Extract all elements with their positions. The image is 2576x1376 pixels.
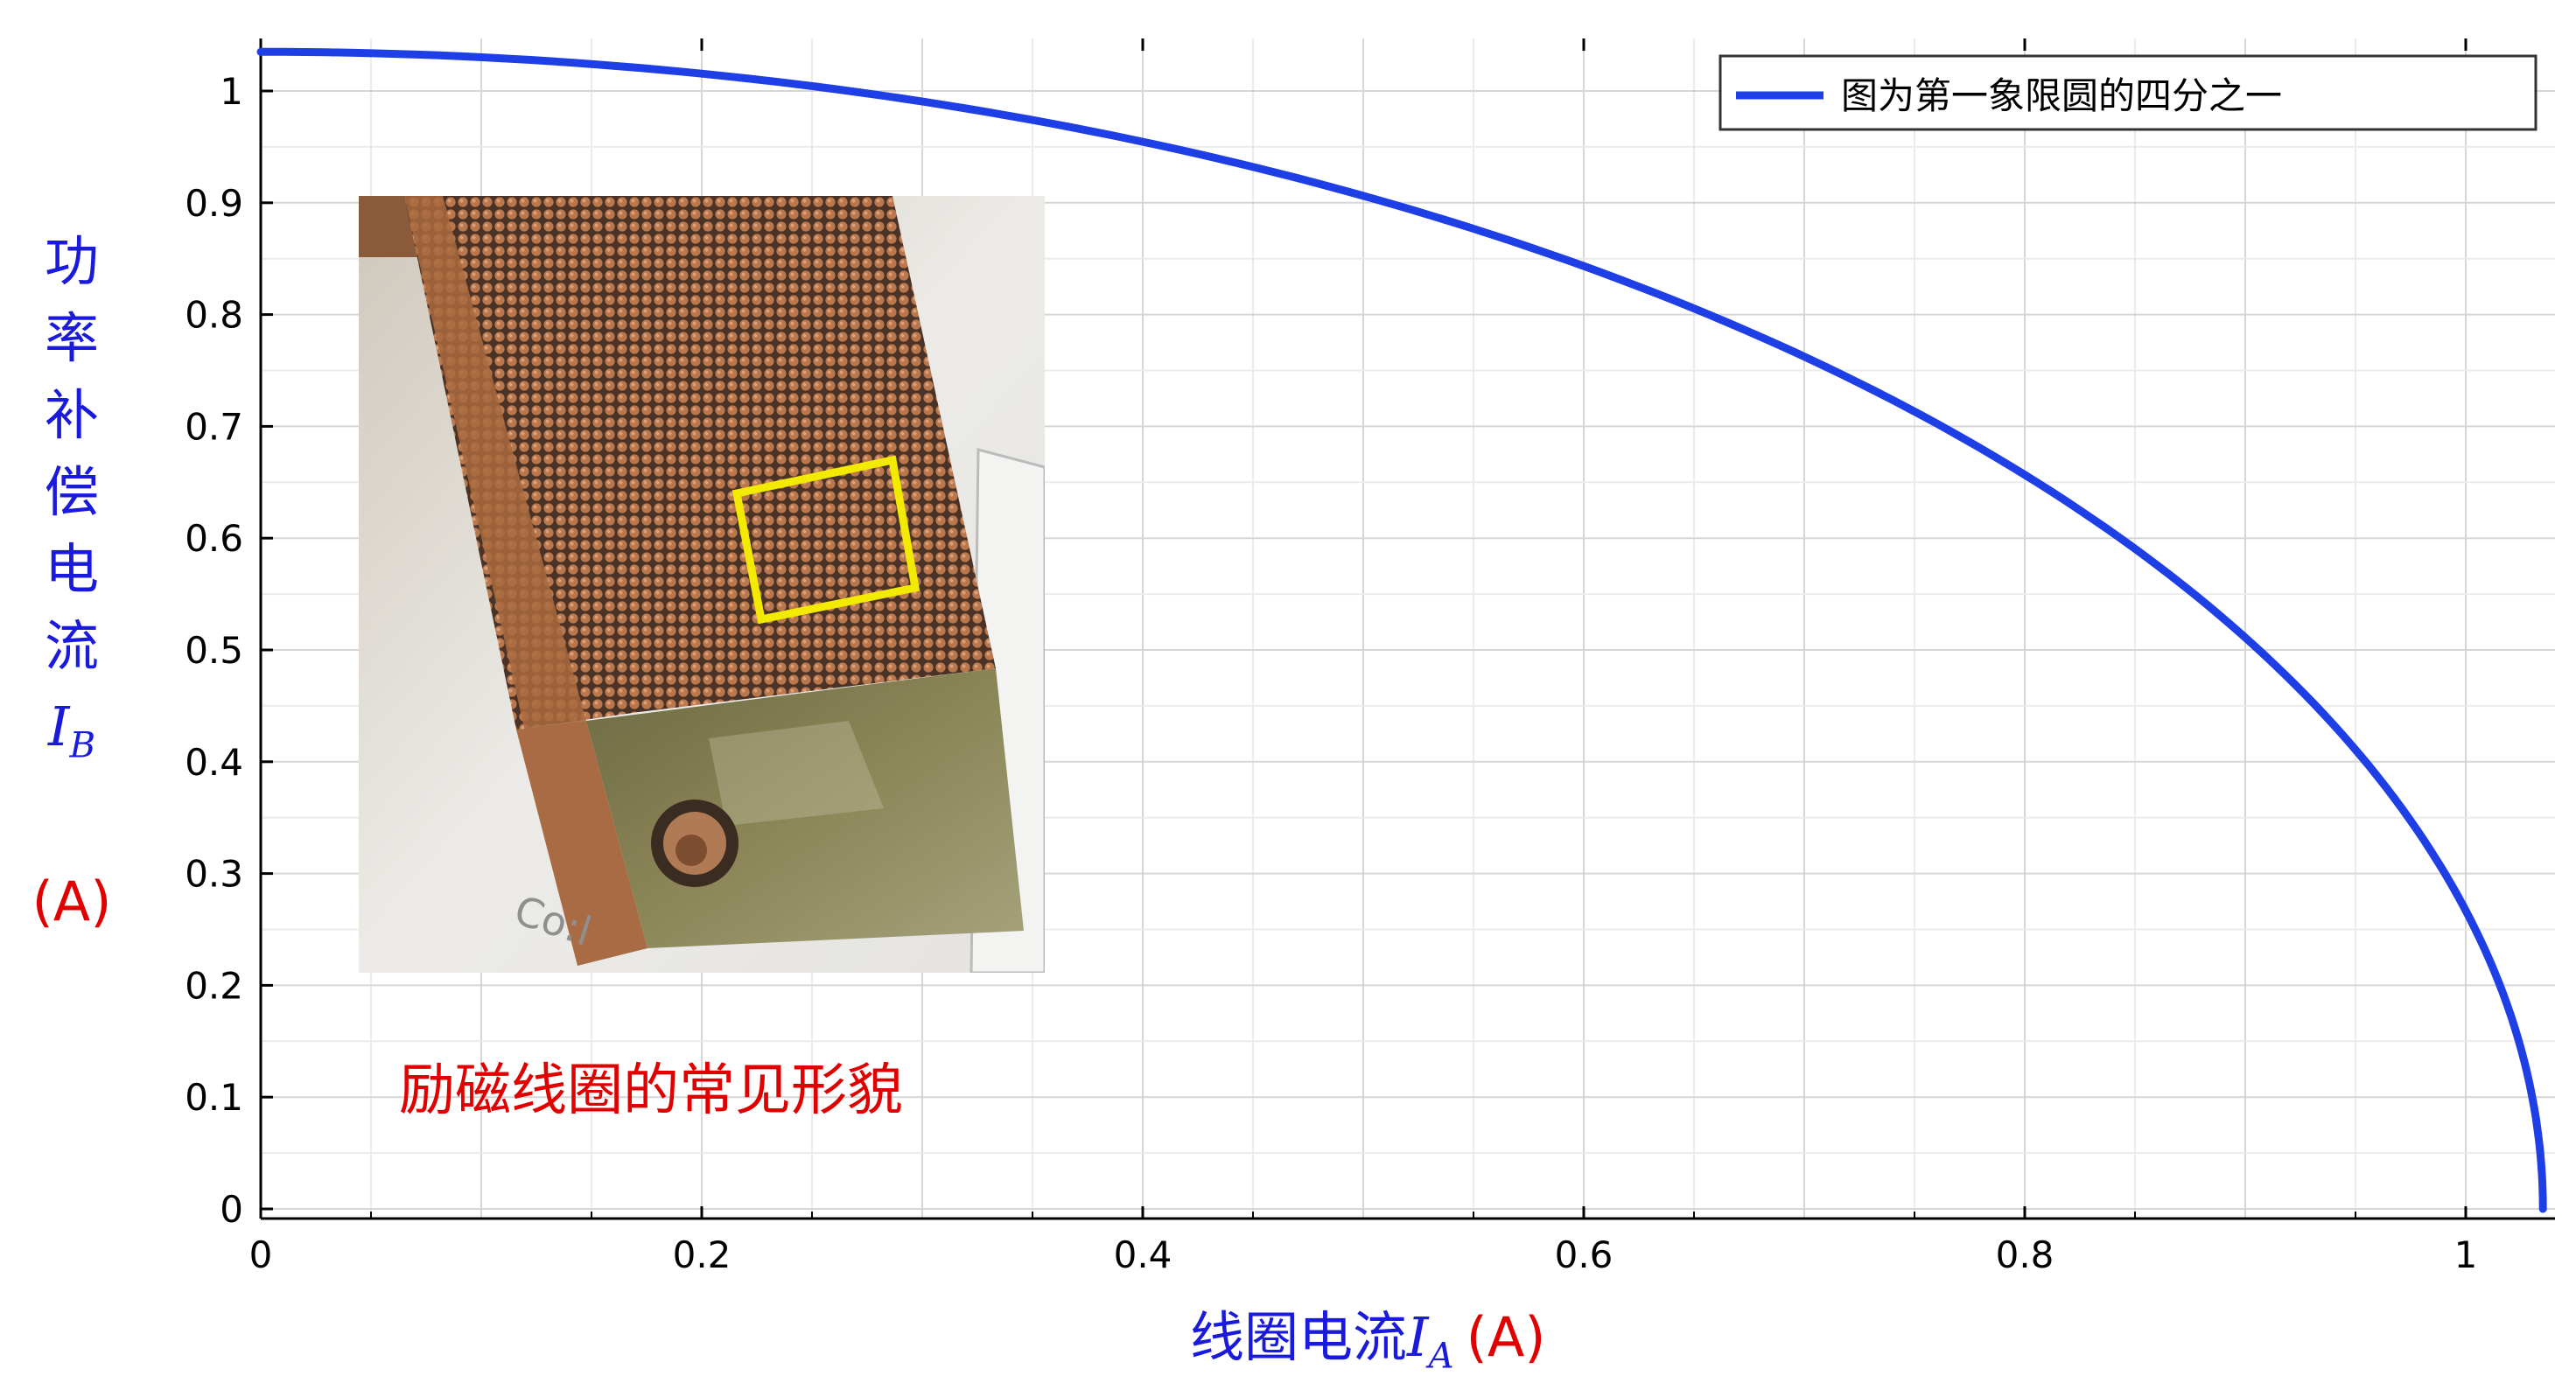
- x-axis-label: 线圈电流IA (A): [1190, 1293, 1545, 1376]
- x-tick-label: 0.8: [1996, 1233, 2054, 1276]
- legend-entry: 图为第一象限圆的四分之一: [1841, 74, 2282, 117]
- y-tick-label: 0.6: [185, 517, 243, 560]
- x-tick-label: 0.2: [673, 1233, 732, 1276]
- y-tick-label: 0: [220, 1188, 243, 1231]
- y-tick-label: 0.1: [185, 1076, 243, 1119]
- y-tick-label: 0.7: [185, 405, 243, 448]
- y-tick-label: 0.8: [185, 294, 243, 337]
- y-tick-label: 0.5: [185, 629, 243, 672]
- y-tick-label: 0.3: [185, 853, 243, 896]
- y-axis-label-char: 功: [44, 229, 99, 293]
- x-tick-label: 0.6: [1555, 1233, 1614, 1276]
- y-tick-label: 0.9: [185, 182, 243, 225]
- x-tick-label: 0.4: [1114, 1233, 1172, 1276]
- x-axis-unit: (A): [1466, 1305, 1546, 1369]
- x-axis-label-text: 线圈电流: [1190, 1305, 1408, 1369]
- y-axis-label-char: 率: [44, 306, 99, 370]
- y-axis-label-char: 补: [44, 383, 99, 447]
- y-axis-label-char: 偿: [44, 460, 99, 524]
- y-tick-label: 0.4: [185, 741, 243, 784]
- series-layer: [256, 47, 2547, 1213]
- y-tick-label: 0.2: [185, 964, 243, 1007]
- axes: 0 0.2 0.4 0.6 0.8 1 0 0.1 0.2 0.3 0.4 0.5 0.6 0.7 0.8 0…: [185, 38, 2555, 1276]
- x-tick-label: 0: [249, 1233, 273, 1276]
- legend: 图为第一象限圆的四分之一: [1718, 54, 2538, 131]
- y-axis-label-char: 电: [44, 537, 99, 601]
- x-axis-symbol: IA: [1407, 1305, 1454, 1376]
- coil-photo: Co:l: [359, 196, 1045, 973]
- y-axis-label-char: 流: [44, 614, 99, 678]
- x-tick-label: 1: [2454, 1233, 2478, 1276]
- series-line: [256, 47, 2547, 1213]
- photo-caption: 励磁线圈的常见形貌: [399, 1058, 903, 1123]
- y-axis-symbol: IB: [47, 695, 96, 766]
- y-tick-label: 1: [220, 70, 243, 113]
- y-axis-unit: (A): [32, 870, 112, 933]
- legend-box: [1718, 54, 2538, 131]
